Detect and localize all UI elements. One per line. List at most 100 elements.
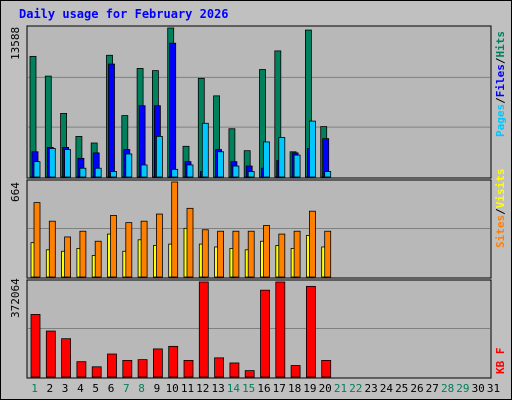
kbytes-bar: [321, 360, 332, 378]
legend-sep: /: [494, 57, 507, 64]
pages-bar: [94, 167, 102, 178]
x-tick-label: 19: [303, 382, 316, 395]
pages-bar: [33, 161, 41, 178]
kbytes-legend: KB F: [494, 348, 507, 375]
x-tick-label: 20: [319, 382, 332, 395]
kbytes-bar: [305, 285, 316, 378]
sites-bar: [324, 230, 332, 278]
pages-bar: [201, 122, 209, 178]
x-tick-label: 3: [62, 382, 69, 395]
files-bar: [108, 63, 115, 178]
kbytes-bar: [30, 314, 41, 378]
pages-bar: [186, 164, 194, 178]
pages-bar: [140, 164, 148, 178]
kbytes-bar: [229, 362, 240, 378]
x-tick-label: 27: [426, 382, 439, 395]
hits-panel: [26, 25, 492, 179]
kbytes-bar: [260, 289, 270, 378]
x-tick-label: 10: [166, 382, 179, 395]
x-tick-label: 9: [154, 382, 161, 395]
pages-bar: [232, 165, 240, 178]
kbytes-bar: [244, 370, 255, 378]
sites-bar: [217, 230, 225, 278]
sites-bar: [293, 230, 301, 278]
x-tick-label: 16: [257, 382, 270, 395]
kbytes-bar: [183, 360, 194, 378]
x-tick-label: 28: [441, 382, 454, 395]
legend-pages: Pages: [494, 104, 507, 137]
pages-bar: [155, 136, 163, 178]
sites-bar: [263, 225, 270, 278]
sites-bar: [140, 220, 148, 278]
pages-bar: [308, 120, 316, 178]
hits-ymax-label: 13588: [9, 27, 22, 60]
sites-bar: [79, 230, 87, 278]
pages-bar: [125, 153, 133, 178]
pages-bar: [110, 171, 117, 178]
kbytes-bar: [290, 365, 301, 378]
sites-bar: [110, 215, 117, 278]
legend-files: Files: [494, 64, 507, 97]
sites-bar: [171, 181, 179, 278]
visits-legend: Sites/Visits: [494, 169, 507, 249]
hits-legend: Pages/Files/Hits: [494, 31, 507, 137]
x-tick-label: 17: [273, 382, 286, 395]
x-tick-label: 14: [227, 382, 241, 395]
x-tick-label: 4: [77, 382, 84, 395]
sites-bar: [125, 222, 133, 278]
kbytes-bar: [91, 366, 102, 378]
kbytes-bar: [122, 360, 133, 378]
kbytes-bar: [137, 359, 148, 378]
x-tick-label: 2: [46, 382, 53, 395]
pages-bar: [324, 171, 332, 178]
kbytes-bar: [275, 281, 286, 378]
pages-bar: [79, 167, 87, 178]
x-axis-labels: 1 2 3 4 5 6 7 8 9 10 11 12 13 14 15 16 17 18 19 20 21 22 23 24 2…: [31, 382, 500, 395]
sites-bar: [201, 229, 209, 278]
chart-title: Daily usage for February 2026: [19, 7, 229, 21]
x-tick-label: 24: [380, 382, 394, 395]
pages-bar: [217, 151, 225, 178]
x-tick-label: 23: [364, 382, 377, 395]
x-tick-label: 8: [138, 382, 145, 395]
pages-bar: [171, 168, 179, 178]
kbytes-bar: [214, 357, 225, 378]
kbytes-bar: [168, 345, 179, 378]
x-tick-label: 12: [196, 382, 209, 395]
kbytes-bar: [107, 353, 117, 378]
x-tick-label: 31: [487, 382, 500, 395]
sites-bar: [33, 202, 41, 278]
x-tick-label: 1: [31, 382, 38, 395]
sites-bar: [232, 230, 240, 278]
x-tick-label: 13: [211, 382, 224, 395]
pages-bar: [48, 148, 56, 178]
kbytes-bar: [152, 348, 163, 378]
legend-visits: Visits: [494, 169, 507, 209]
x-tick-label: 22: [349, 382, 362, 395]
gridlines: [28, 76, 490, 329]
pages-bar: [278, 137, 286, 178]
x-tick-label: 18: [288, 382, 301, 395]
x-tick-label: 25: [395, 382, 408, 395]
x-tick-label: 5: [92, 382, 99, 395]
sites-bar: [186, 207, 194, 278]
legend-sep: /: [494, 208, 507, 215]
pages-bar: [247, 171, 255, 178]
x-tick-label: 29: [456, 382, 469, 395]
sites-bar: [155, 213, 163, 278]
x-tick-label: 11: [181, 382, 194, 395]
x-tick-label: 15: [242, 382, 255, 395]
kbytes-bar: [61, 338, 71, 378]
x-tick-label: 7: [123, 382, 130, 395]
sites-bar: [94, 240, 102, 278]
x-tick-label: 21: [334, 382, 347, 395]
pages-bar: [64, 149, 71, 178]
visits-ymax-label: 664: [9, 182, 22, 202]
legend-hits: Hits: [494, 31, 507, 58]
sites-bar: [278, 233, 286, 278]
sites-bar: [247, 230, 255, 278]
sites-bar: [308, 210, 316, 278]
pages-bar: [293, 154, 301, 178]
legend-sites: Sites: [494, 215, 507, 248]
